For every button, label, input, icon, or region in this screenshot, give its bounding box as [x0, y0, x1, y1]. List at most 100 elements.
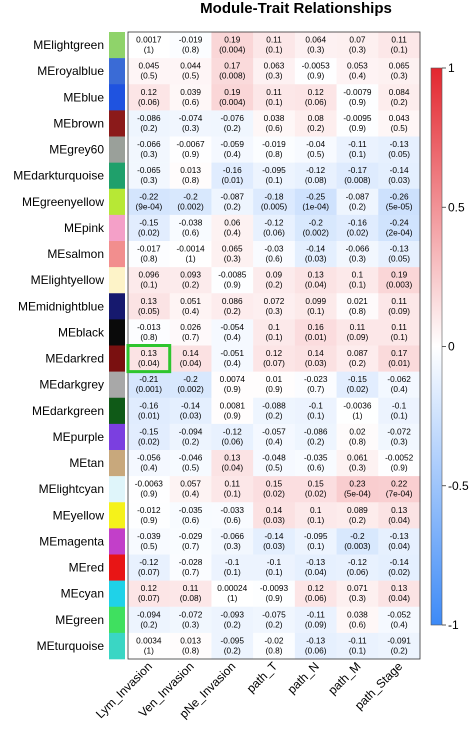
cell-correlation: 0.096 [138, 270, 159, 280]
cell-correlation: 0.14 [182, 348, 199, 358]
heatmap-cell [211, 502, 254, 529]
heatmap-cell [128, 554, 171, 581]
cell-correlation: -0.11 [348, 635, 367, 645]
cell-pvalue: (9e-04) [135, 201, 162, 211]
cell-correlation: -0.048 [262, 453, 286, 463]
cell-pvalue: (0.01) [138, 410, 160, 420]
cell-correlation: -0.0053 [302, 61, 331, 71]
heatmap-cell [169, 241, 212, 268]
cell-pvalue: (0.002) [303, 227, 330, 237]
cell-correlation: 0.072 [264, 296, 285, 306]
row-label: MEdarkgrey [39, 378, 104, 392]
cell-pvalue: (0.06) [263, 227, 285, 237]
cell-pvalue: (0.4) [224, 332, 241, 342]
cell-pvalue: (2e-04) [386, 227, 413, 237]
cell-correlation: 0.021 [347, 296, 368, 306]
cell-pvalue: (0.6) [182, 227, 199, 237]
cell-correlation: -0.094 [137, 609, 161, 619]
heatmap-cell [294, 397, 337, 425]
heatmap-cell [211, 580, 254, 608]
cell-pvalue: (0.2) [391, 97, 408, 107]
heatmap-cell [378, 188, 421, 216]
heatmap-cell [128, 371, 171, 399]
cell-pvalue: (0.2) [224, 201, 241, 211]
cell-correlation: 0.08 [308, 113, 325, 123]
cell-correlation: 0.026 [180, 322, 201, 332]
cell-correlation: -0.051 [221, 348, 245, 358]
cell-pvalue: (0.3) [265, 71, 282, 81]
heatmap-cell [378, 528, 421, 555]
cell-pvalue: (0.03) [305, 358, 327, 368]
module-swatch [109, 632, 125, 660]
cell-correlation: -0.13 [390, 139, 409, 149]
heatmap-cell [294, 371, 337, 399]
cell-pvalue: (0.6) [265, 123, 282, 133]
heatmap-cell [294, 319, 337, 346]
cell-pvalue: (0.3) [182, 123, 199, 133]
heatmap-cell [253, 476, 296, 503]
cell-pvalue: (0.03) [180, 410, 202, 420]
cell-pvalue: (0.2) [182, 280, 199, 290]
heatmap-cell [253, 502, 296, 529]
cell-pvalue: (0.4) [224, 227, 241, 237]
heatmap-cell [169, 345, 212, 372]
cell-correlation: 0.1 [310, 505, 322, 515]
cell-pvalue: (0.3) [140, 175, 157, 185]
cell-pvalue: (1e-04) [302, 201, 329, 211]
module-swatch [109, 450, 125, 477]
cell-pvalue: (0.1) [307, 306, 324, 316]
heatmap-cell [336, 110, 379, 137]
heatmap-cell [378, 241, 421, 268]
heatmap-cell [128, 606, 171, 634]
heatmap-cell [253, 528, 296, 555]
cell-correlation: 0.00024 [217, 583, 247, 593]
module-swatch [109, 241, 125, 268]
cell-pvalue: (0.7) [307, 384, 324, 394]
heatmap-cell [294, 241, 337, 268]
cell-pvalue: (0.7) [182, 332, 199, 342]
cell-correlation: -0.16 [348, 217, 367, 227]
module-swatch [109, 214, 125, 242]
cell-pvalue: (0.1) [265, 567, 282, 577]
heatmap-cell [169, 554, 212, 581]
heatmap-cell [294, 476, 337, 503]
cell-pvalue: (0.4) [182, 306, 199, 316]
heatmap-cell [128, 450, 171, 477]
cell-pvalue: (0.02) [347, 227, 369, 237]
cell-pvalue: (0.9) [140, 515, 157, 525]
scale-tick-label: 1 [448, 61, 455, 75]
cell-pvalue: (0.5) [182, 71, 199, 81]
heatmap-cell [378, 345, 421, 372]
cell-correlation: 0.093 [180, 270, 201, 280]
row-label: MElightcyan [39, 482, 104, 496]
module-swatch [109, 293, 125, 320]
cell-pvalue: (0.04) [388, 541, 410, 551]
heatmap-cell [128, 502, 171, 529]
cell-correlation: 0.15 [308, 479, 325, 489]
cell-correlation: 0.044 [180, 61, 201, 71]
module-swatch [109, 397, 125, 425]
cell-pvalue: (0.05) [388, 254, 410, 264]
cell-correlation: -0.052 [387, 609, 411, 619]
cell-pvalue: (0.8) [349, 306, 366, 316]
heatmap-cell [211, 84, 254, 111]
heatmap-cell [378, 32, 421, 59]
cell-pvalue: (0.2) [224, 645, 241, 655]
cell-correlation: -0.059 [221, 139, 245, 149]
cell-correlation: 0.17 [224, 61, 241, 71]
cell-correlation: 0.099 [305, 296, 326, 306]
module-swatch [109, 110, 125, 137]
column-label: path_T [244, 659, 281, 696]
cell-pvalue: (0.04) [221, 463, 243, 473]
cell-pvalue: (0.8) [265, 149, 282, 159]
cell-correlation: 0.013 [180, 635, 201, 645]
heatmap-cell [211, 345, 254, 372]
cell-correlation: -0.14 [390, 557, 409, 567]
cell-pvalue: (0.1) [307, 515, 324, 525]
cell-correlation: -0.24 [390, 217, 409, 227]
cell-correlation: -0.012 [137, 505, 161, 515]
cell-correlation: -0.03 [265, 244, 284, 254]
cell-pvalue: (0.02) [138, 227, 160, 237]
heatmap-cell [211, 267, 254, 294]
heatmap-cell [211, 476, 254, 503]
